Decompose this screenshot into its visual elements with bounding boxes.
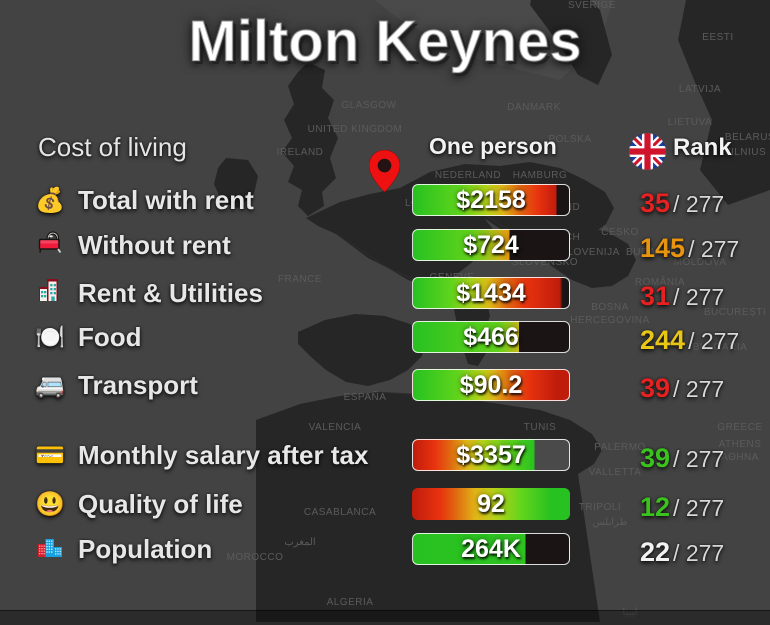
svg-text:IRELAND: IRELAND (277, 147, 324, 158)
svg-text:DANMARK: DANMARK (507, 102, 561, 113)
svg-text:NEDERLAND: NEDERLAND (435, 170, 501, 181)
svg-text:LATVIJA: LATVIJA (679, 84, 721, 95)
svg-text:BOSNA: BOSNA (591, 302, 629, 313)
svg-text:TUNIS: TUNIS (524, 422, 557, 433)
svg-text:HERCEGOVINA: HERCEGOVINA (570, 315, 649, 326)
svg-text:ČESKO: ČESKO (601, 225, 639, 238)
svg-text:ALGERIA: ALGERIA (327, 597, 374, 608)
svg-text:UNITED KINGDOM: UNITED KINGDOM (308, 124, 403, 135)
svg-text:طرابلس: طرابلس (592, 517, 627, 528)
svg-text:GLASGOW: GLASGOW (341, 100, 396, 111)
svg-text:VALLETTA: VALLETTA (589, 467, 642, 478)
svg-text:PALERMO: PALERMO (594, 442, 646, 453)
svg-text:GREECE: GREECE (717, 422, 762, 433)
svg-text:LIETUVA: LIETUVA (668, 117, 712, 128)
svg-text:TRIPOLI: TRIPOLI (579, 502, 621, 513)
svg-text:VALENCIA: VALENCIA (309, 422, 362, 433)
svg-text:HAMBURG: HAMBURG (513, 170, 568, 181)
